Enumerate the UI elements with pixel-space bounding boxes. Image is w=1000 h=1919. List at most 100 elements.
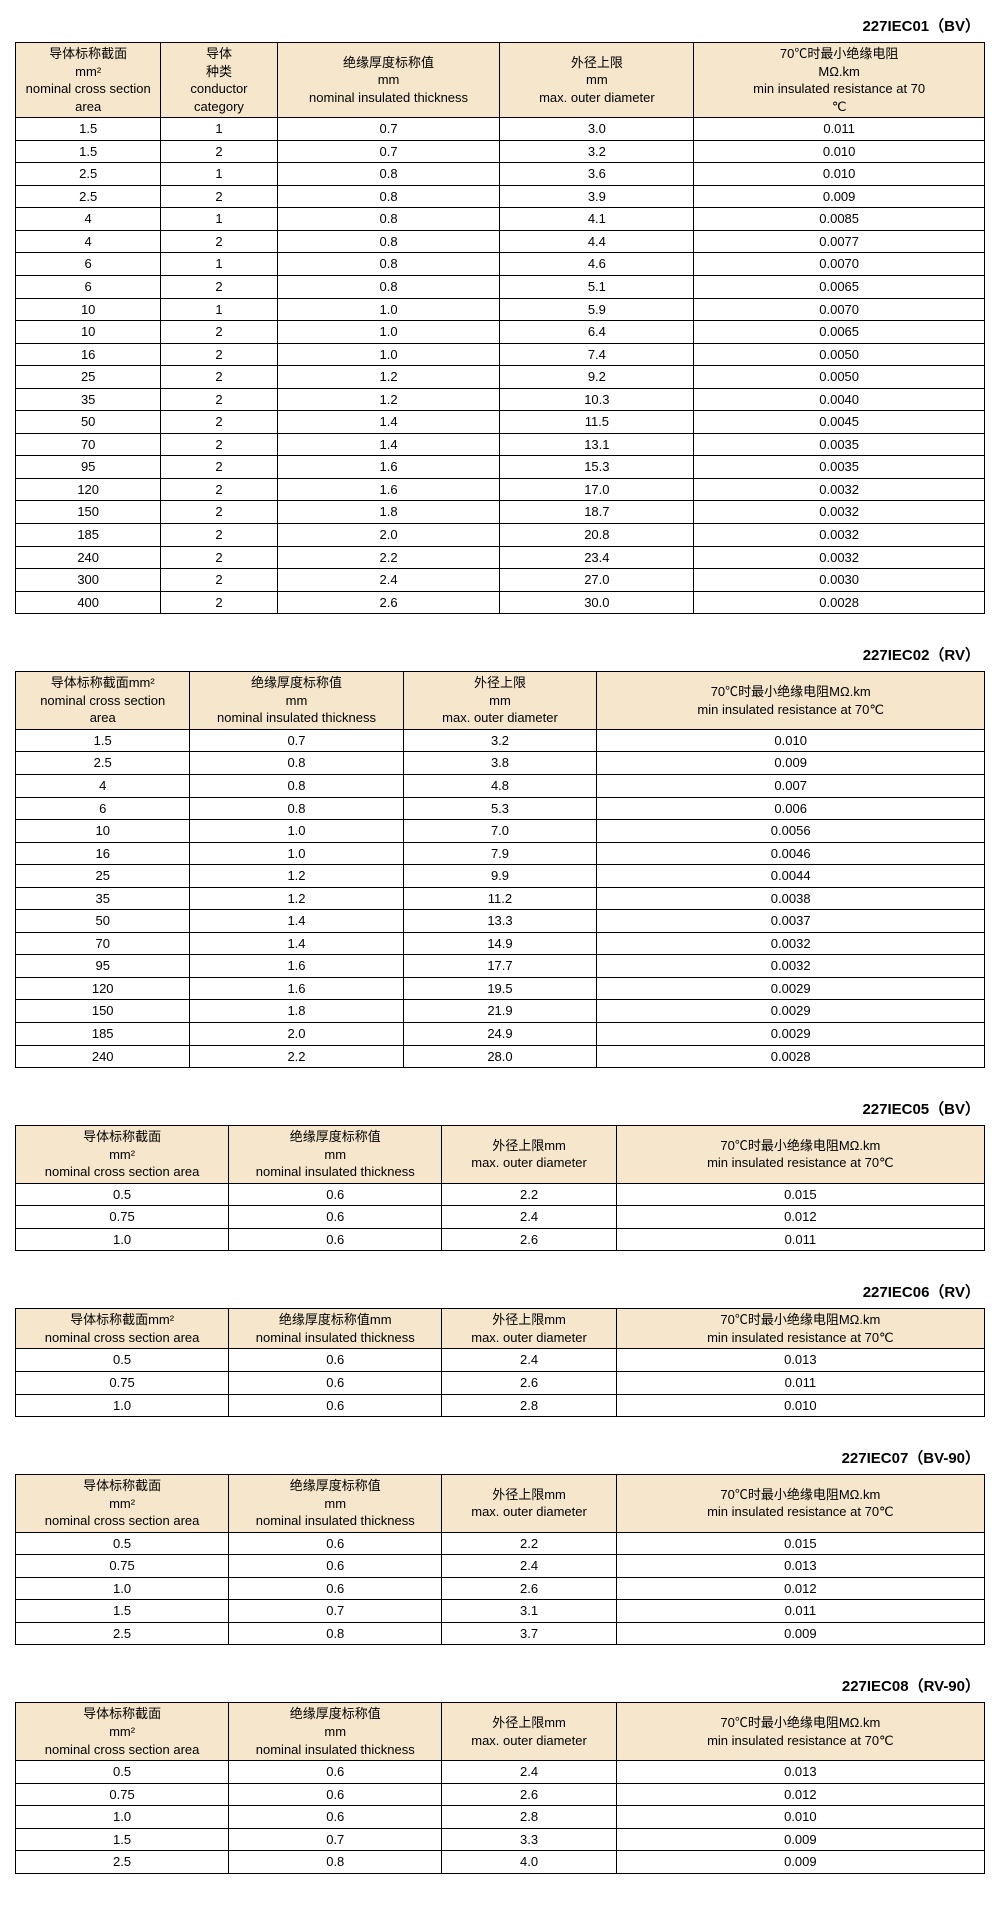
table-cell: 0.0077 xyxy=(694,230,985,253)
table-cell: 1.5 xyxy=(16,1600,229,1623)
table-cell: 0.009 xyxy=(616,1851,984,1874)
table-cell: 10 xyxy=(16,820,190,843)
column-header: 70℃时最小绝缘电阻MΩ.kmmin insulated resistance … xyxy=(616,1309,984,1349)
table-cell: 0.7 xyxy=(229,1828,442,1851)
table-cell: 0.0037 xyxy=(597,910,985,933)
table-cell: 13.1 xyxy=(500,433,694,456)
table-cell: 1.2 xyxy=(190,887,403,910)
table-cell: 0.0028 xyxy=(597,1045,985,1068)
table-cell: 1 xyxy=(161,298,277,321)
table-cell: 0.0050 xyxy=(694,343,985,366)
table-row: 1011.05.90.0070 xyxy=(16,298,985,321)
table-cell: 0.6 xyxy=(229,1228,442,1251)
table-cell: 0.8 xyxy=(190,752,403,775)
table-cell: 0.8 xyxy=(277,230,500,253)
table-cell: 2 xyxy=(161,456,277,479)
table-cell: 2 xyxy=(161,185,277,208)
column-header: 70℃时最小绝缘电阻MΩ.kmmin insulated resistance … xyxy=(597,672,985,730)
table-cell: 1.0 xyxy=(16,1228,229,1251)
column-header: 导体标称截面mm²nominal cross sectionarea xyxy=(16,43,161,118)
table-cell: 0.009 xyxy=(597,752,985,775)
table-cell: 2.5 xyxy=(16,752,190,775)
table-cell: 2 xyxy=(161,276,277,299)
table-cell: 1.2 xyxy=(190,865,403,888)
table-cell: 6 xyxy=(16,253,161,276)
table-row: 60.85.30.006 xyxy=(16,797,985,820)
table-cell: 6 xyxy=(16,797,190,820)
table-cell: 0.010 xyxy=(694,140,985,163)
table-section: 227IEC01（BV）导体标称截面mm²nominal cross secti… xyxy=(15,15,985,614)
table-cell: 0.0040 xyxy=(694,388,985,411)
table-cell: 0.6 xyxy=(229,1394,442,1417)
table-cell: 0.007 xyxy=(597,774,985,797)
table-row: 0.750.62.40.013 xyxy=(16,1555,985,1578)
table-cell: 1.4 xyxy=(190,910,403,933)
table-cell: 4.0 xyxy=(442,1851,616,1874)
table-cell: 0.8 xyxy=(190,797,403,820)
table-cell: 35 xyxy=(16,887,190,910)
column-header: 外径上限mmmax. outer diameter xyxy=(403,672,597,730)
table-cell: 0.0038 xyxy=(597,887,985,910)
table-cell: 95 xyxy=(16,456,161,479)
table-cell: 4.1 xyxy=(500,208,694,231)
table-cell: 1.5 xyxy=(16,1828,229,1851)
table-row: 40022.630.00.0028 xyxy=(16,591,985,614)
table-cell: 150 xyxy=(16,1000,190,1023)
table-cell: 2 xyxy=(161,546,277,569)
table-cell: 1.0 xyxy=(277,343,500,366)
table-cell: 0.010 xyxy=(616,1806,984,1829)
table-cell: 2.2 xyxy=(442,1183,616,1206)
table-row: 420.84.40.0077 xyxy=(16,230,985,253)
table-cell: 240 xyxy=(16,546,161,569)
table-cell: 0.010 xyxy=(694,163,985,186)
table-section: 227IEC02（RV）导体标称截面mm²nominal cross secti… xyxy=(15,644,985,1068)
table-cell: 0.8 xyxy=(190,774,403,797)
table-cell: 17.7 xyxy=(403,955,597,978)
table-row: 2.50.84.00.009 xyxy=(16,1851,985,1874)
table-section: 227IEC08（RV-90）导体标称截面mm²nominal cross se… xyxy=(15,1675,985,1873)
table-cell: 2.2 xyxy=(277,546,500,569)
table-row: 161.07.90.0046 xyxy=(16,842,985,865)
table-cell: 1.0 xyxy=(16,1806,229,1829)
table-cell: 2.2 xyxy=(190,1045,403,1068)
table-row: 1501.821.90.0029 xyxy=(16,1000,985,1023)
spec-table: 导体标称截面mm²nominal cross section area绝缘厚度标… xyxy=(15,1308,985,1417)
table-cell: 16 xyxy=(16,842,190,865)
table-cell: 0.0045 xyxy=(694,411,985,434)
table-cell: 25 xyxy=(16,366,161,389)
table-cell: 0.6 xyxy=(229,1371,442,1394)
table-cell: 1.0 xyxy=(190,842,403,865)
table-cell: 9.9 xyxy=(403,865,597,888)
table-cell: 0.0032 xyxy=(597,932,985,955)
table-cell: 0.75 xyxy=(16,1206,229,1229)
table-cell: 0.0070 xyxy=(694,253,985,276)
table-cell: 0.012 xyxy=(616,1783,984,1806)
table-cell: 21.9 xyxy=(403,1000,597,1023)
table-cell: 1.6 xyxy=(277,456,500,479)
table-cell: 2 xyxy=(161,366,277,389)
column-header: 导体标称截面mm²nominal cross section area xyxy=(16,1309,229,1349)
table-cell: 0.0029 xyxy=(597,977,985,1000)
table-cell: 20.8 xyxy=(500,524,694,547)
column-header: 70℃时最小绝缘电阻MΩ.kmmin insulated resistance … xyxy=(616,1703,984,1761)
table-cell: 70 xyxy=(16,433,161,456)
column-header: 导体种类conductorcategory xyxy=(161,43,277,118)
table-cell: 2.6 xyxy=(442,1783,616,1806)
table-title: 227IEC07（BV-90） xyxy=(15,1447,985,1468)
table-row: 0.50.62.40.013 xyxy=(16,1349,985,1372)
table-cell: 2.4 xyxy=(277,569,500,592)
table-cell: 30.0 xyxy=(500,591,694,614)
table-cell: 0.8 xyxy=(277,185,500,208)
table-cell: 0.6 xyxy=(229,1206,442,1229)
table-cell: 120 xyxy=(16,478,161,501)
table-cell: 3.2 xyxy=(403,729,597,752)
table-cell: 2.2 xyxy=(442,1532,616,1555)
table-cell: 3.1 xyxy=(442,1600,616,1623)
table-cell: 0.0065 xyxy=(694,276,985,299)
table-cell: 0.6 xyxy=(229,1577,442,1600)
column-header: 导体标称截面mm²nominal cross section area xyxy=(16,1475,229,1533)
column-header: 外径上限mmmax. outer diameter xyxy=(500,43,694,118)
table-cell: 3.2 xyxy=(500,140,694,163)
table-cell: 0.6 xyxy=(229,1532,442,1555)
table-cell: 0.0070 xyxy=(694,298,985,321)
